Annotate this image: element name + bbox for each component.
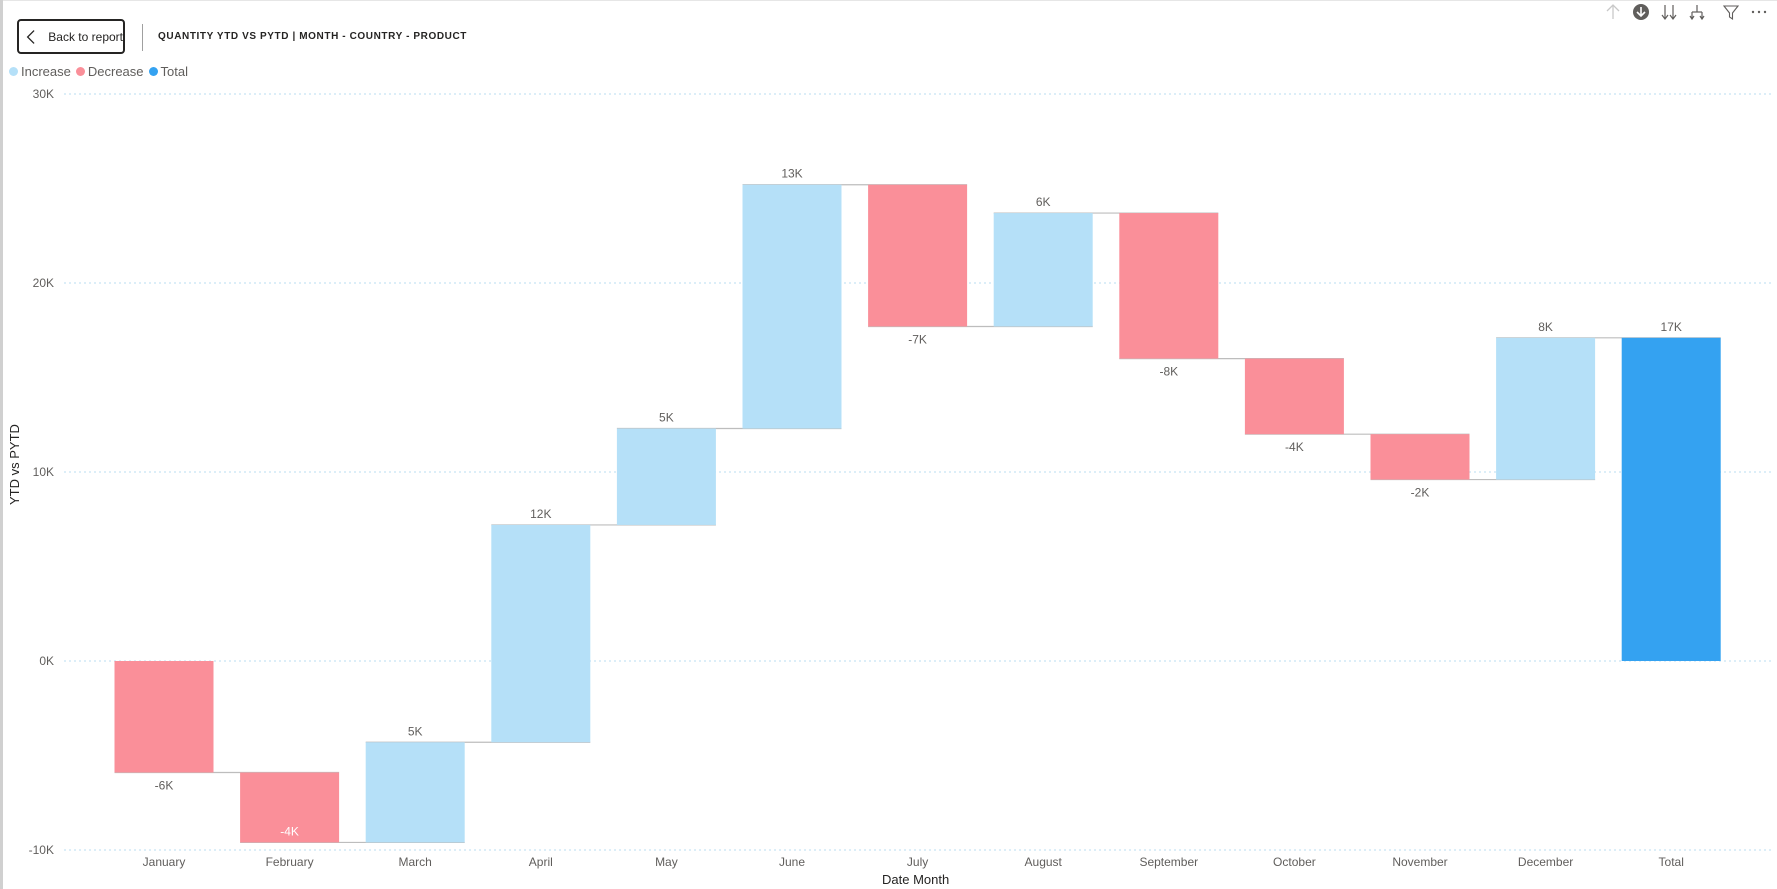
title-divider bbox=[142, 24, 143, 51]
bar-october[interactable] bbox=[1244, 358, 1344, 435]
data-label: 13K bbox=[781, 167, 802, 181]
data-label: 6K bbox=[1036, 195, 1051, 209]
y-tick-label: 0K bbox=[39, 654, 54, 668]
back-to-report-label: Back to report bbox=[48, 29, 123, 44]
bar-june[interactable] bbox=[742, 184, 842, 429]
bar-august[interactable] bbox=[993, 213, 1093, 327]
x-tick-label: August bbox=[1025, 855, 1063, 869]
x-tick-label: Total bbox=[1659, 855, 1684, 869]
x-tick-label: May bbox=[655, 855, 678, 869]
x-tick-label: April bbox=[529, 855, 553, 869]
drill-down-mode-icon bbox=[1633, 4, 1649, 20]
data-label: -6K bbox=[155, 779, 174, 793]
x-tick-label: July bbox=[907, 855, 928, 869]
next-level-button[interactable] bbox=[1659, 2, 1679, 22]
bar-january[interactable] bbox=[114, 661, 214, 773]
x-tick-label: September bbox=[1139, 855, 1198, 869]
bar-november[interactable] bbox=[1370, 434, 1470, 480]
bar-total[interactable] bbox=[1621, 337, 1721, 661]
x-tick-label: February bbox=[266, 855, 314, 869]
drill-up-icon bbox=[1606, 4, 1620, 19]
bar-december[interactable] bbox=[1496, 337, 1596, 480]
bar-july[interactable] bbox=[868, 184, 968, 327]
x-tick-label: December bbox=[1518, 855, 1573, 869]
visual-header-toolbar bbox=[1595, 2, 1769, 22]
data-label: -4K bbox=[280, 824, 299, 838]
more-options-button[interactable] bbox=[1749, 2, 1769, 22]
drill-up-button[interactable] bbox=[1603, 2, 1623, 22]
increase-dot-icon bbox=[9, 67, 18, 76]
data-label: -4K bbox=[1285, 440, 1304, 454]
filter-icon bbox=[1722, 5, 1740, 21]
data-label: 17K bbox=[1661, 320, 1682, 334]
bar-march[interactable] bbox=[365, 742, 465, 843]
x-tick-label: June bbox=[779, 855, 805, 869]
y-tick-label: 30K bbox=[33, 87, 54, 101]
bar-april[interactable] bbox=[491, 524, 591, 743]
y-tick-label: -10K bbox=[29, 843, 54, 857]
legend-item-increase[interactable]: Increase bbox=[9, 64, 71, 79]
expand-hierarchy-icon bbox=[1689, 5, 1705, 21]
x-tick-label: March bbox=[399, 855, 432, 869]
expand-hierarchy-button[interactable] bbox=[1687, 2, 1707, 22]
data-label: -7K bbox=[908, 332, 927, 346]
data-label: 5K bbox=[408, 724, 423, 738]
chevron-left-icon bbox=[26, 29, 35, 44]
bar-september[interactable] bbox=[1119, 213, 1219, 359]
bar-february[interactable] bbox=[240, 772, 340, 843]
y-tick-label: 10K bbox=[33, 465, 54, 479]
filter-button[interactable] bbox=[1721, 2, 1741, 22]
data-label: -2K bbox=[1411, 486, 1430, 500]
data-label: -8K bbox=[1159, 365, 1178, 379]
bar-may[interactable] bbox=[616, 428, 716, 525]
canvas-left-border bbox=[0, 0, 3, 889]
x-axis-title: Date Month bbox=[882, 872, 950, 887]
chart-title: QUANTITY YTD VS PYTD | MONTH - COUNTRY -… bbox=[158, 31, 468, 42]
more-options-icon bbox=[1751, 10, 1767, 14]
y-tick-label: 20K bbox=[33, 276, 54, 290]
x-tick-label: November bbox=[1392, 855, 1447, 869]
x-tick-label: October bbox=[1273, 855, 1316, 869]
back-to-report-button[interactable]: Back to report bbox=[17, 19, 125, 54]
decrease-dot-icon bbox=[75, 67, 85, 76]
legend-item-total[interactable]: Total bbox=[148, 64, 188, 79]
data-label: 5K bbox=[659, 411, 674, 425]
x-tick-label: January bbox=[143, 855, 186, 869]
chart-legend: Increase Decrease Total bbox=[9, 64, 193, 79]
canvas-top-border bbox=[0, 0, 1777, 1]
legend-item-decrease[interactable]: Decrease bbox=[75, 64, 144, 79]
legend-label: Decrease bbox=[87, 64, 144, 79]
legend-label: Total bbox=[160, 64, 188, 79]
legend-label: Increase bbox=[21, 64, 71, 79]
total-dot-icon bbox=[148, 67, 158, 76]
data-label: 8K bbox=[1538, 320, 1553, 334]
expand-next-level-icon bbox=[1661, 5, 1677, 20]
drill-down-mode-button[interactable] bbox=[1631, 2, 1651, 22]
data-label: 12K bbox=[530, 507, 551, 521]
